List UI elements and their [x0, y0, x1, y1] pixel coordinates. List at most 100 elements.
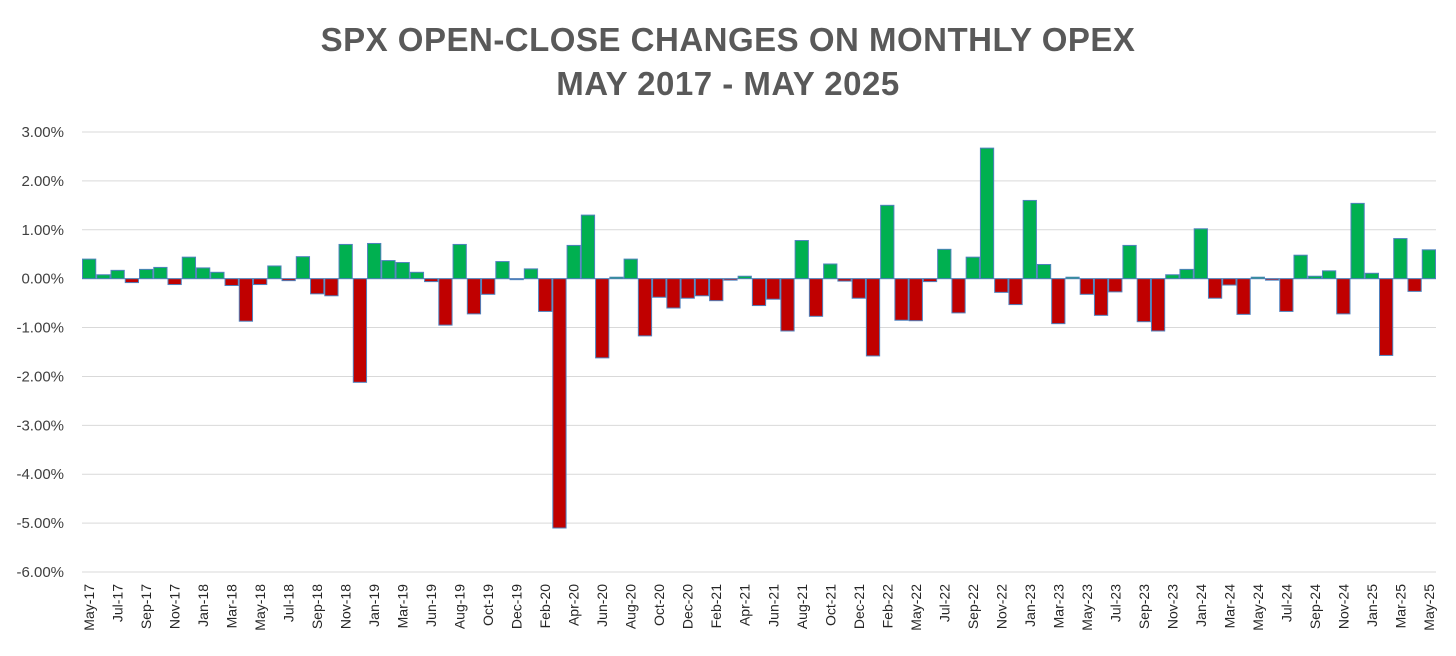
bar-May-20	[580, 214, 596, 280]
bar-Jun-24	[1264, 278, 1280, 281]
x-tick-label: Jun-21	[765, 584, 781, 627]
y-tick-label: 3.00%	[21, 124, 64, 141]
bar-Aug-24	[1293, 254, 1308, 280]
bar-Aug-19	[452, 243, 467, 280]
x-tick-label: Feb-21	[708, 584, 724, 629]
bar-Mar-23	[1051, 278, 1066, 325]
x-tick-label: Aug-21	[794, 584, 810, 629]
bar-Jun-20	[595, 278, 610, 359]
bar-Dec-17	[181, 256, 197, 280]
x-tick-label: May-18	[252, 584, 268, 631]
x-tick-label: Dec-20	[680, 584, 696, 629]
bar-Feb-23	[1036, 263, 1052, 280]
bar-Jul-22	[937, 248, 952, 280]
bar-Oct-19	[481, 278, 496, 295]
x-tick-label: Dec-21	[851, 584, 867, 629]
x-tick-label: Nov-18	[338, 584, 354, 629]
bar-Jan-23	[1022, 199, 1037, 280]
bar-Aug-23	[1122, 244, 1137, 280]
x-tick-label: Mar-25	[1392, 584, 1408, 629]
bar-Apr-20	[566, 244, 581, 280]
bar-Jul-18	[281, 278, 296, 282]
bar-Oct-20	[652, 278, 667, 298]
bar-Mar-21	[723, 278, 738, 281]
bar-Jan-24	[1193, 228, 1208, 280]
bar-Jan-20	[523, 268, 539, 280]
bar-Jul-19	[438, 278, 453, 326]
bar-Aug-20	[623, 258, 638, 280]
x-tick-label: Jan-19	[366, 584, 382, 627]
x-axis-labels: May-17 Jul-17 Sep-17 Nov-17 Jan-18 Mar-18 May-…	[81, 584, 1437, 631]
bar-Nov-22	[994, 278, 1009, 293]
x-tick-label: Oct-21	[822, 584, 838, 626]
bar-Mar-20	[552, 278, 567, 529]
x-tick-label: Jul-18	[281, 584, 297, 622]
bar-Jul-21	[780, 278, 795, 332]
bar-Jan-18	[196, 267, 211, 280]
x-tick-label: Jan-18	[195, 584, 211, 627]
bar-Mar-25	[1393, 238, 1408, 280]
bar-Sep-17	[139, 268, 154, 280]
x-tick-label: May-25	[1421, 584, 1437, 631]
x-tick-label: Jan-23	[1022, 584, 1038, 627]
x-tick-label: Feb-20	[537, 584, 553, 629]
bar-Mar-22	[894, 278, 909, 321]
x-tick-label: Jan-25	[1364, 584, 1380, 627]
bar-Dec-20	[680, 278, 695, 299]
y-tick-label: 1.00%	[21, 222, 64, 239]
bar-Mar-19	[395, 262, 410, 280]
x-tick-label: Mar-18	[224, 584, 240, 629]
bar-Nov-18	[338, 243, 353, 280]
bar-Jan-21	[694, 278, 710, 297]
bar-Aug-21	[794, 240, 809, 280]
bar-Mar-18	[224, 278, 239, 287]
x-tick-label: Jan-24	[1193, 584, 1209, 627]
x-tick-label: Nov-17	[167, 584, 183, 629]
bar-Sep-18	[310, 278, 325, 295]
bar-Nov-23	[1165, 274, 1180, 280]
bar-Aug-18	[295, 256, 311, 280]
bar-Sep-21	[808, 278, 824, 317]
bar-Oct-24	[1321, 270, 1337, 280]
x-tick-label: Sep-23	[1136, 584, 1152, 629]
gridlines	[82, 131, 1436, 573]
bar-May-24	[1250, 276, 1265, 280]
bar-Jul-24	[1279, 278, 1294, 312]
x-tick-label: May-23	[1079, 584, 1095, 631]
bar-May-17	[82, 258, 97, 280]
y-tick-label: -3.00%	[16, 417, 64, 434]
bar-Feb-19	[381, 260, 396, 280]
bar-May-22	[908, 278, 923, 322]
x-tick-label: Jun-20	[594, 584, 610, 627]
x-tick-label: Nov-24	[1335, 584, 1351, 629]
bar-Oct-17	[153, 266, 168, 280]
x-tick-label: May-22	[908, 584, 924, 631]
bar-May-21	[751, 278, 767, 307]
x-tick-label: Jul-24	[1278, 584, 1294, 622]
bar-Feb-21	[709, 278, 724, 302]
bar-Oct-23	[1150, 278, 1166, 332]
bar-May-25	[1421, 249, 1436, 280]
bar-Dec-18	[352, 278, 368, 383]
chart-title-line-1: SPX OPEN-CLOSE CHANGES ON MONTHLY OPEX	[320, 21, 1136, 58]
x-tick-label: Sep-24	[1307, 584, 1323, 629]
bar-Apr-24	[1236, 278, 1251, 315]
bar-Apr-19	[409, 271, 425, 280]
bar-Oct-21	[823, 263, 838, 280]
bar-Jun-23	[1093, 278, 1109, 316]
x-tick-label: Nov-23	[1164, 584, 1180, 629]
bar-Oct-18	[324, 278, 339, 297]
bar-Dec-23	[1179, 268, 1194, 280]
y-tick-label: -2.00%	[16, 368, 64, 385]
bar-Feb-20	[538, 278, 553, 312]
bar-Dec-22	[1008, 278, 1023, 306]
x-tick-label: Apr-20	[566, 584, 582, 626]
x-tick-label: Mar-24	[1221, 584, 1237, 629]
bar-Aug-22	[951, 278, 966, 314]
bar-May-18	[253, 278, 268, 286]
bar-Jul-23	[1108, 278, 1123, 293]
x-tick-label: Aug-19	[452, 584, 468, 629]
y-tick-label: 2.00%	[21, 173, 64, 190]
x-tick-label: Apr-21	[737, 584, 753, 626]
x-tick-label: May-17	[81, 584, 97, 631]
